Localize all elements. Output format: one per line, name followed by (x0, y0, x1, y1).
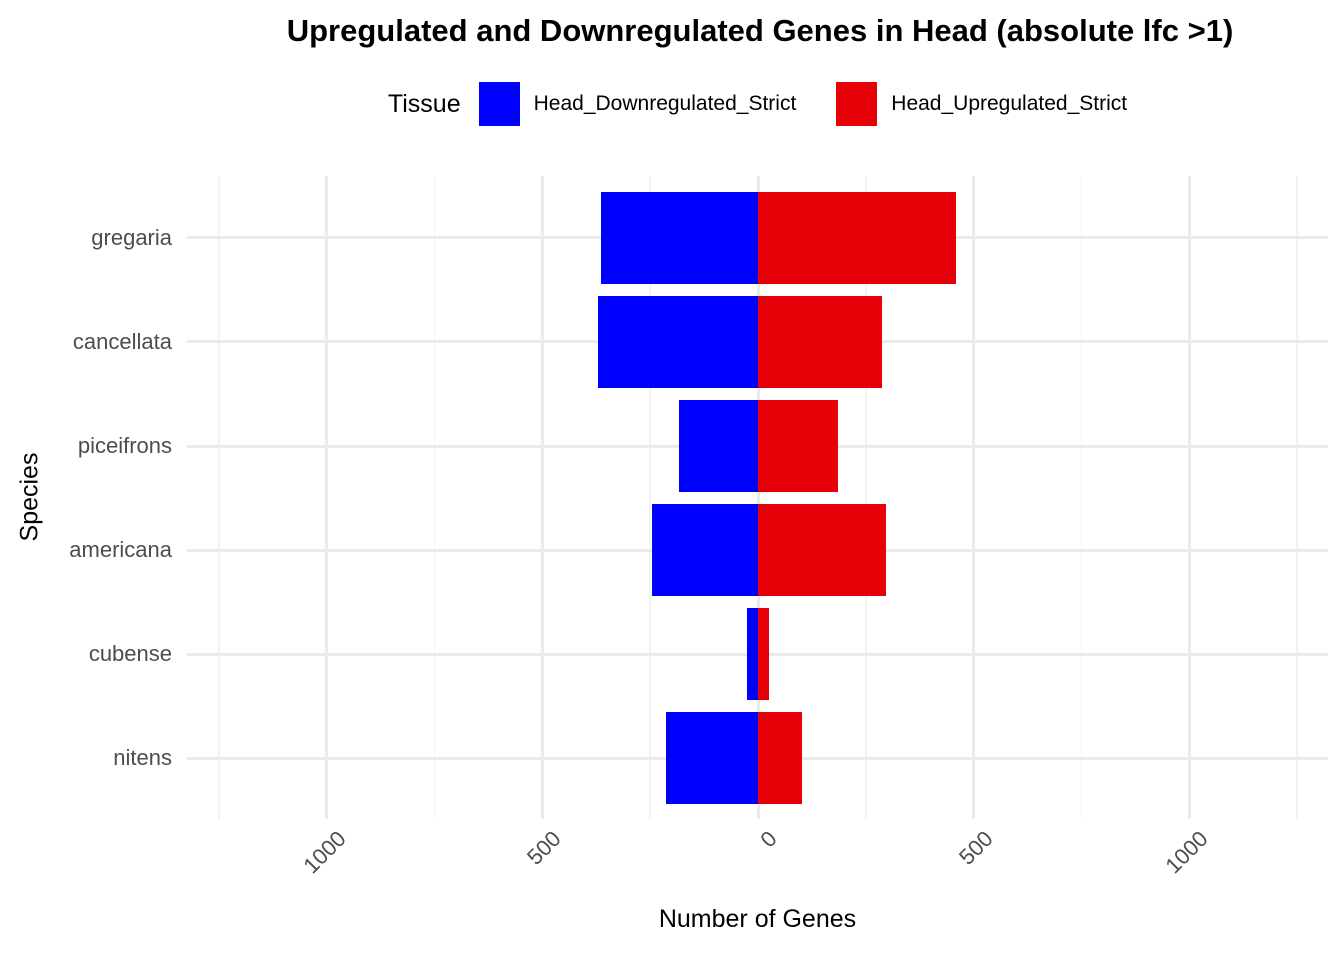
legend-key-downregulated-swatch (478, 82, 520, 126)
legend-title: Tissue (387, 89, 461, 118)
y-tick-label-cancellata: cancellata (72, 328, 172, 354)
bar-cubense-downregulated (746, 608, 758, 701)
x-major-gridline (325, 176, 329, 819)
x-minor-gridline (433, 176, 436, 819)
legend-item-downregulated: Head_Downregulated_Strict (478, 82, 797, 126)
bar-gregaria-upregulated (758, 191, 957, 284)
bar-nitens-upregulated (758, 712, 802, 805)
chart-title: Upregulated and Downregulated Genes in H… (286, 13, 1234, 48)
bar-americana-upregulated (758, 504, 887, 597)
legend-label-upregulated: Head_Upregulated_Strict (891, 92, 1128, 115)
y-tick-label-americana: americana (69, 537, 172, 563)
x-axis-title: Number of Genes (658, 905, 857, 933)
bar-cancellata-downregulated (598, 295, 758, 388)
x-major-gridline (1187, 176, 1191, 819)
y-tick-label-cubense: cubense (88, 641, 172, 667)
legend-key-upregulated-swatch (836, 82, 878, 126)
bar-gregaria-downregulated (600, 191, 758, 284)
bar-nitens-downregulated (666, 712, 758, 805)
y-tick-label-nitens: nitens (113, 745, 172, 771)
legend: Tissue Head_Downregulated_Strict Head_Up… (187, 80, 1328, 128)
x-minor-gridline (649, 176, 651, 819)
plot-panel (187, 176, 1328, 819)
bar-cancellata-upregulated (758, 295, 882, 388)
x-minor-gridline (1296, 176, 1298, 819)
x-major-gridline (972, 176, 976, 819)
bar-americana-downregulated (651, 504, 758, 597)
bar-piceifrons-downregulated (678, 400, 758, 493)
x-major-gridline (756, 176, 760, 819)
bar-piceifrons-upregulated (758, 400, 838, 493)
x-minor-gridline (218, 176, 220, 819)
y-tick-label-gregaria: gregaria (91, 224, 172, 250)
bar-cubense-upregulated (758, 608, 770, 701)
legend-item-upregulated: Head_Upregulated_Strict (836, 82, 1127, 126)
x-minor-gridline (1080, 176, 1083, 819)
legend-label-downregulated: Head_Downregulated_Strict (533, 92, 797, 115)
x-major-gridline (540, 176, 544, 819)
y-axis-labels: gregaria cancellata piceifrons americana cub… (0, 0, 172, 960)
y-tick-label-piceifrons: piceifrons (77, 433, 172, 459)
x-minor-gridline (865, 176, 867, 819)
